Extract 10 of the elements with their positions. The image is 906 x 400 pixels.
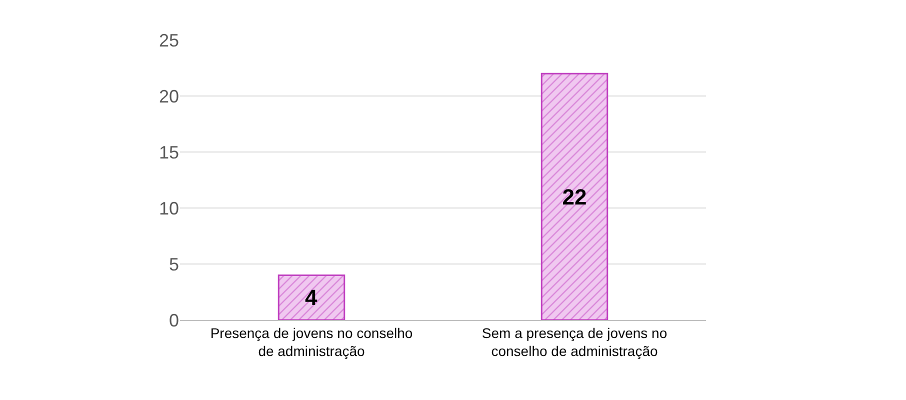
y-tick-label: 25 <box>158 30 179 50</box>
y-tick-label: 10 <box>158 198 179 218</box>
x-tick-label: Presença de jovens no conselho de administração <box>210 324 413 359</box>
y-tick-label: 5 <box>168 254 179 274</box>
x-tick-label: Sem a presença de jovens no conselho de administração <box>482 324 668 359</box>
y-tick-label: 0 <box>168 310 179 330</box>
y-tick-label: 20 <box>158 86 179 106</box>
data-label: 4 <box>305 285 318 310</box>
data-label: 22 <box>562 184 587 210</box>
y-tick-label: 15 <box>158 142 179 162</box>
